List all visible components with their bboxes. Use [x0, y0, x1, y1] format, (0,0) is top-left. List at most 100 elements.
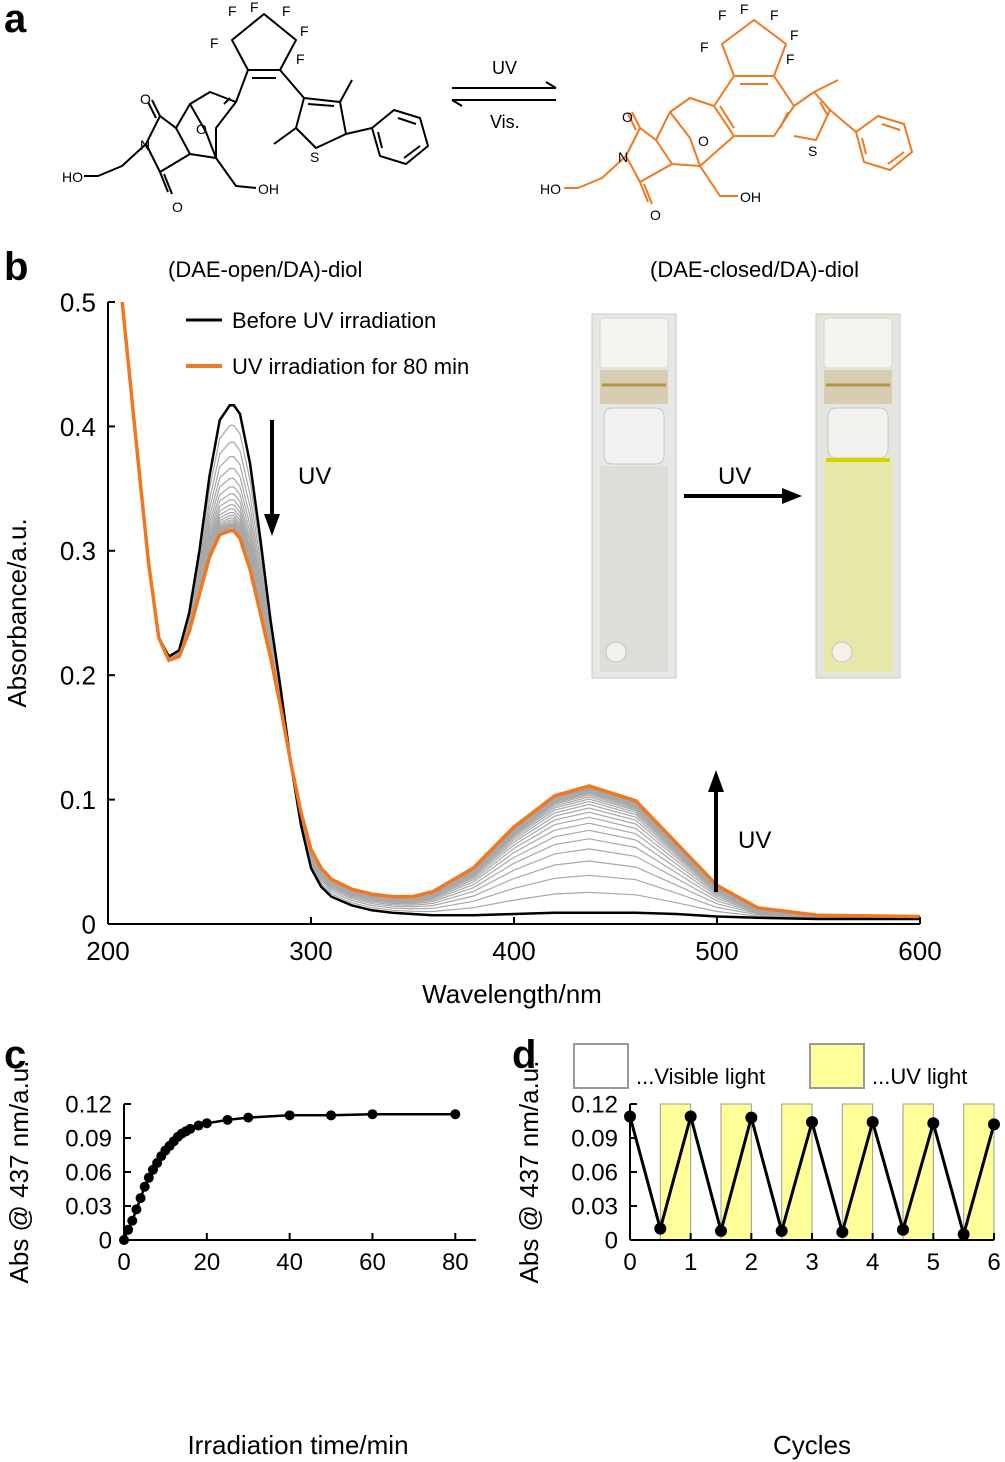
x-tick-label: 300 [289, 936, 332, 966]
uv-increase-arrowhead [708, 770, 724, 792]
x-tick-label: 60 [359, 1249, 386, 1276]
atom-label: F [718, 7, 727, 23]
y-tick-label: 0.06 [571, 1160, 618, 1187]
c-data-point [326, 1110, 337, 1121]
d-data-point [745, 1111, 758, 1124]
photo-uv-arrowhead [782, 488, 802, 504]
y-tick-label: 0.2 [60, 661, 96, 691]
c-data-point [193, 1120, 204, 1131]
atom-label: O [172, 199, 183, 215]
d-data-point [866, 1116, 879, 1129]
atom-label: F [250, 0, 259, 15]
atom-label: F [282, 3, 291, 19]
x-axis-label: Wavelength/nm [422, 979, 602, 1009]
atom-label: F [790, 27, 799, 43]
y-tick-label: 0 [82, 909, 96, 939]
c-data-point [185, 1123, 196, 1134]
c-data-point [450, 1109, 461, 1120]
c-data-point [131, 1204, 142, 1215]
atom-label: F [700, 39, 709, 55]
c-data-point [222, 1114, 233, 1125]
x-tick-label: 1 [684, 1249, 697, 1276]
x-tick-label: 5 [927, 1249, 940, 1276]
cycling-chart: ...Visible light ...UV light 0 0.03 0.06 0.… [514, 1043, 1001, 1460]
atom-label: HO [540, 181, 561, 197]
atom-label: S [310, 149, 319, 165]
x-tick-label: 0 [117, 1249, 130, 1276]
x-tick-label: 6 [987, 1249, 1000, 1276]
d-data-point [897, 1223, 909, 1236]
d-x-axis-label: Cycles [773, 1430, 851, 1460]
d-data-point [957, 1228, 970, 1241]
atom-label: OH [258, 181, 279, 197]
open-isomer-atom-labels: F F F F F F O O N O HO OH S [62, 0, 319, 215]
atom-label: F [740, 1, 749, 17]
d-data-point [836, 1226, 849, 1239]
y-tick-label: 0.03 [65, 1194, 112, 1221]
x-tick-label: 3 [805, 1249, 818, 1276]
d-data-point [988, 1118, 1000, 1131]
d-data-points [624, 1110, 1000, 1241]
y-tick-label: 0.03 [571, 1194, 618, 1221]
panel-letter-c: c [4, 1033, 26, 1077]
after-uv-spectrum [120, 301, 921, 919]
y-tick-label: 0.09 [571, 1126, 618, 1153]
c-series-line [122, 1112, 456, 1241]
photo-uv-label: UV [718, 463, 751, 490]
c-data-points [119, 1109, 461, 1245]
legend-label-before: Before UV irradiation [232, 308, 436, 333]
c-data-point [243, 1112, 254, 1123]
y-tick-label: 0.1 [60, 785, 96, 815]
legend-swatch-uv [809, 1043, 865, 1089]
y-tick-label: 0.3 [60, 536, 96, 566]
y-tick-label: 0.12 [65, 1092, 112, 1119]
atom-label: O [140, 91, 151, 107]
spectra-chart: 0 0.1 0.2 0.3 0.4 0.5 200 300 400 500 600 Wavelen… [2, 287, 942, 1009]
d-data-point [927, 1117, 940, 1130]
y-ticks: 0 0.1 0.2 0.3 0.4 0.5 [60, 287, 115, 939]
vis-arrow-label: Vis. [490, 112, 520, 132]
equilibrium-arrows [451, 81, 557, 107]
c-y-axis-label: Abs @ 437 nm/a.u. [4, 1061, 34, 1284]
atom-label: N [618, 149, 628, 165]
x-tick-label: 40 [276, 1249, 303, 1276]
x-tick-label: 500 [695, 936, 738, 966]
x-tick-label: 2 [745, 1249, 758, 1276]
atom-label: F [210, 35, 219, 51]
y-tick-label: 0 [605, 1228, 618, 1255]
closed-isomer-structure [564, 19, 913, 205]
y-tick-label: 0.5 [60, 287, 96, 317]
cuvette-photo-open [591, 313, 677, 679]
panel-letter-a: a [4, 0, 27, 41]
atom-label: HO [62, 169, 83, 185]
x-tick-label: 20 [193, 1249, 220, 1276]
d-y-axis-label: Abs @ 437 nm/a.u. [514, 1061, 544, 1284]
legend-label-uv: ...UV light [872, 1064, 967, 1089]
c-x-ticks: 0 20 40 60 80 [117, 1233, 469, 1276]
panel-letter-d: d [512, 1033, 536, 1077]
closed-isomer-atom-labels: F F F F F F O O N O HO OH S [540, 1, 817, 223]
d-y-ticks: 0 0.03 0.06 0.09 0.12 [571, 1092, 637, 1255]
atom-label: OH [740, 189, 761, 205]
y-axis-label: Absorbance/a.u. [2, 518, 32, 707]
uv-arrow-label: UV [492, 58, 517, 78]
d-data-point [654, 1222, 667, 1235]
panel-letter-b: b [4, 245, 28, 289]
x-tick-label: 0 [623, 1249, 636, 1276]
photo-caption-closed: (DAE-closed/DA)-diol [650, 257, 859, 282]
intermediate-spectra [121, 301, 921, 920]
c-data-point [284, 1110, 295, 1121]
c-data-point [143, 1172, 154, 1183]
atom-label: F [296, 51, 305, 67]
c-data-point [367, 1109, 378, 1120]
atom-label: F [770, 7, 779, 23]
c-data-point [127, 1215, 138, 1226]
uv-decrease-label: UV [298, 463, 331, 490]
c-data-point [135, 1193, 146, 1204]
d-data-point [775, 1224, 788, 1237]
d-data-point [715, 1224, 727, 1237]
d-data-point [684, 1110, 697, 1123]
atom-label: O [698, 133, 709, 149]
atom-label: O [622, 109, 633, 125]
intermediate-spectrum [121, 301, 921, 918]
